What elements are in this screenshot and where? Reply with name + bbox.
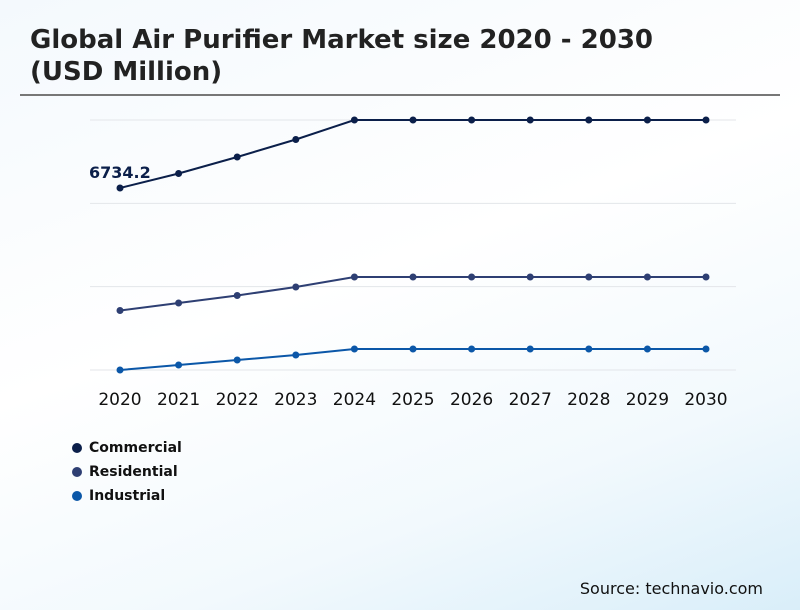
data-point (702, 116, 710, 124)
data-point (526, 345, 534, 353)
x-tick-label: 2023 (274, 390, 317, 410)
x-tick-label: 2026 (450, 390, 493, 410)
data-point (409, 345, 417, 353)
data-point (643, 345, 651, 353)
legend-dot (72, 467, 82, 477)
x-tick-label: 2027 (509, 390, 552, 410)
x-tick-label: 2028 (567, 390, 610, 410)
data-point (585, 116, 593, 124)
data-point (643, 116, 651, 124)
data-point (468, 116, 476, 124)
legend-item-commercial: Commercial (72, 436, 182, 460)
data-point (468, 345, 476, 353)
data-point (116, 366, 124, 374)
data-point (292, 351, 300, 359)
data-point (585, 273, 593, 281)
source-label: Source: technavio.com (579, 579, 763, 598)
x-tick-label: 2020 (98, 390, 141, 410)
legend-dot (72, 491, 82, 501)
x-tick-label: 2021 (157, 390, 200, 410)
data-point (175, 299, 183, 307)
data-point (175, 361, 183, 369)
series-line-commercial (119, 119, 706, 189)
data-point (233, 153, 241, 161)
data-point (468, 273, 476, 281)
data-point (233, 291, 241, 299)
data-point (292, 283, 300, 291)
data-point (643, 273, 651, 281)
data-point (526, 273, 534, 281)
x-tick-label: 2029 (626, 390, 669, 410)
legend-dot (72, 443, 82, 453)
data-point (116, 184, 124, 192)
series-line-residential (119, 276, 706, 312)
x-tick-label: 2030 (684, 390, 727, 410)
data-point (409, 273, 417, 281)
legend-item-residential: Residential (72, 460, 182, 484)
data-point (350, 116, 358, 124)
data-point (585, 345, 593, 353)
data-point (350, 345, 358, 353)
data-point (702, 273, 710, 281)
data-point (292, 135, 300, 143)
data-point (175, 170, 183, 178)
title-divider (20, 94, 780, 96)
data-label: 6734.2 (89, 163, 151, 182)
legend-item-industrial: Industrial (72, 484, 182, 508)
chart-title: Global Air Purifier Market size 2020 - 2… (30, 25, 653, 87)
x-tick-label: 2022 (216, 390, 259, 410)
x-tick-label: 2025 (391, 390, 434, 410)
legend: Commercial Residential Industrial (72, 436, 182, 508)
x-tick-label: 2024 (333, 390, 376, 410)
data-point (116, 306, 124, 314)
data-point (233, 356, 241, 364)
data-point (702, 345, 710, 353)
data-point (409, 116, 417, 124)
data-point (526, 116, 534, 124)
data-point (350, 273, 358, 281)
